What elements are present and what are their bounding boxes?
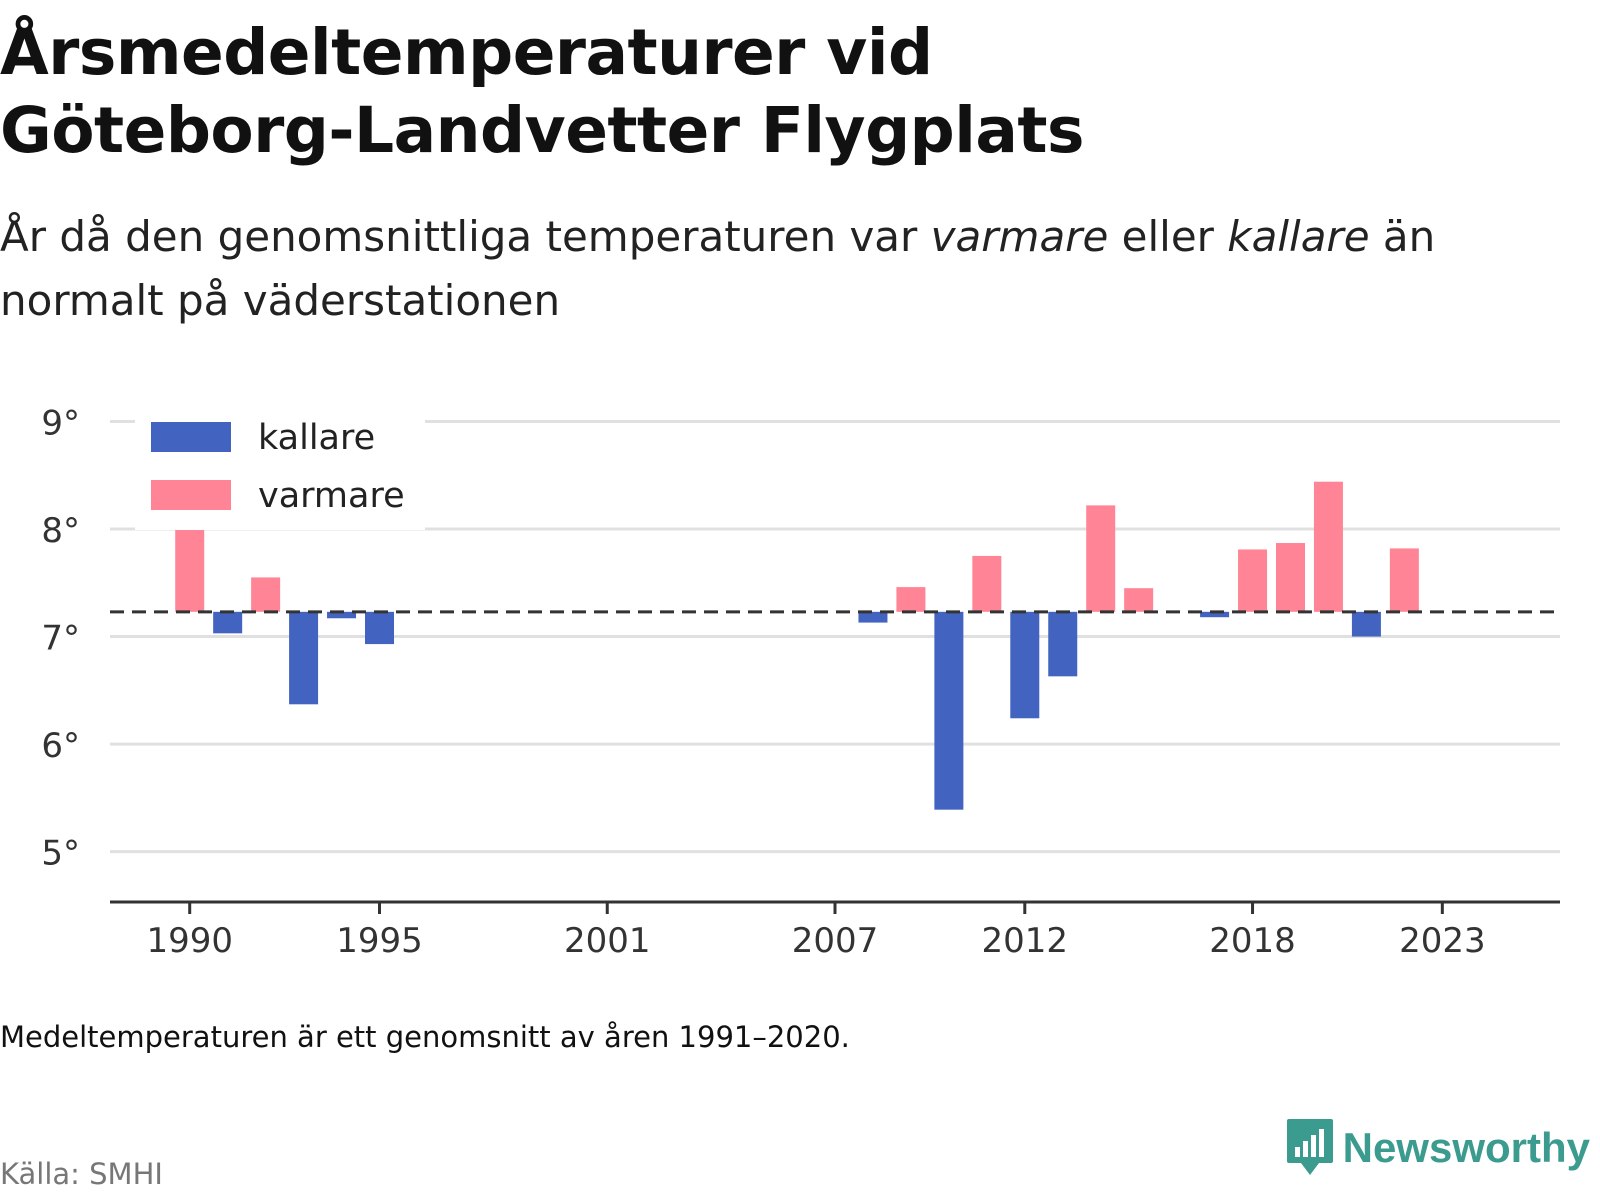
subtitle-text-2: eller [1108, 212, 1228, 261]
chart-title: Årsmedeltemperaturer vid Göteborg-Landve… [0, 14, 1560, 170]
legend-label-varmare: varmare [258, 476, 405, 516]
bar-varmare-2020 [1313, 481, 1343, 612]
x-tick-label: 2018 [1209, 921, 1296, 960]
legend-swatch-kallare [151, 422, 231, 452]
chart-subtitle: År då den genomsnittliga temperaturen va… [0, 205, 1560, 333]
bar-kallare-2012 [1010, 611, 1040, 719]
bar-kallare-2010 [934, 611, 964, 810]
bar-varmare-2014 [1086, 505, 1116, 612]
bar-kallare-2021 [1351, 611, 1381, 637]
x-tick-label: 2007 [792, 921, 879, 960]
legend-swatch-varmare [151, 480, 231, 510]
bar-varmare-2015 [1124, 588, 1154, 612]
bar-kallare-2008 [858, 611, 888, 623]
bar-chart: 5° 6° 7° 8° 9° 1990 1995 2001 2007 2012 2018 2023 ka… [41, 404, 1560, 960]
bar-kallare-1993 [289, 611, 319, 705]
bar-varmare-2022 [1389, 548, 1419, 612]
x-tick-label: 2023 [1399, 921, 1486, 960]
bar-varmare-2019 [1275, 543, 1305, 612]
y-tick-label: 5° [41, 834, 80, 874]
chart-title-line-1: Årsmedeltemperaturer vid [0, 16, 933, 89]
bar-varmare-1990 [175, 519, 205, 612]
bar-kallare-2013 [1048, 611, 1078, 677]
legend-label-kallare: kallare [258, 418, 375, 458]
newsworthy-logo: Newsworthy [1285, 1118, 1590, 1178]
subtitle-emphasis-varmare: varmare [930, 212, 1109, 261]
newsworthy-logo-icon [1286, 1119, 1333, 1175]
bar-varmare-1992 [251, 577, 281, 612]
y-tick-label: 9° [41, 404, 80, 444]
x-tick-label: 1995 [336, 921, 423, 960]
source-label: Källa: SMHI [0, 1157, 163, 1191]
newsworthy-logo-text: Newsworthy [1342, 1124, 1590, 1171]
subtitle-text-1: År då den genomsnittliga temperaturen va… [0, 212, 931, 261]
chart-title-line-2: Göteborg-Landvetter Flygplats [0, 94, 1085, 167]
bar-kallare-1994 [327, 611, 357, 619]
subtitle-emphasis-kallare: kallare [1227, 212, 1370, 261]
bar-varmare-2009 [896, 587, 926, 612]
y-tick-label: 6° [41, 726, 80, 766]
x-tick-label: 1990 [146, 921, 233, 960]
y-tick-label: 8° [41, 511, 80, 551]
bar-kallare-1991 [213, 611, 243, 634]
bar-kallare-2017 [1200, 611, 1230, 618]
bar-varmare-2018 [1238, 549, 1268, 612]
footnote: Medeltemperaturen är ett genomsnitt av å… [0, 1020, 850, 1054]
y-tick-label: 7° [41, 619, 80, 659]
x-tick-label: 2001 [564, 921, 651, 960]
bar-varmare-2011 [972, 555, 1002, 612]
x-tick-label: 2012 [982, 921, 1069, 960]
subtitle-text-3: än normalt på väderstationen [0, 212, 1436, 325]
bar-kallare-1995 [365, 611, 395, 645]
